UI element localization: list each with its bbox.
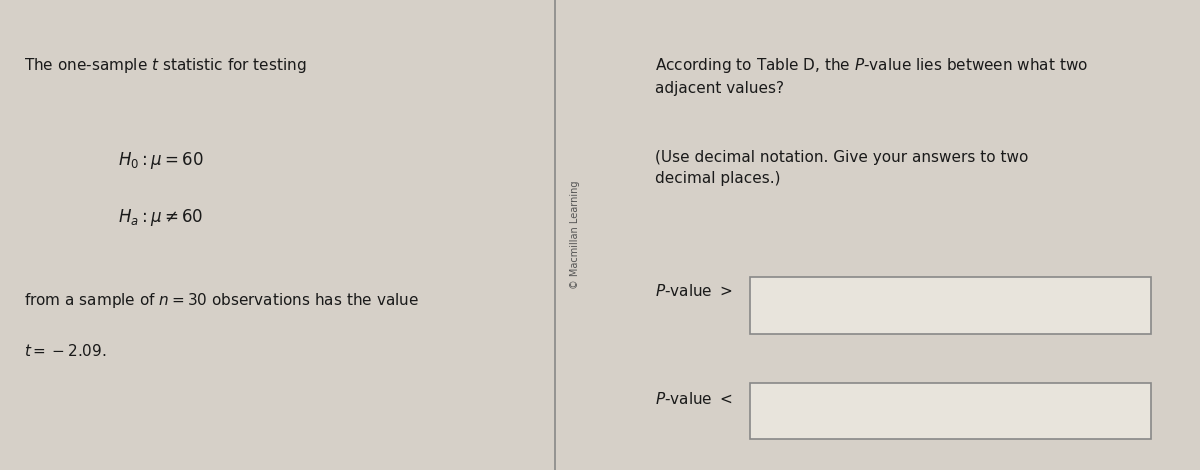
FancyBboxPatch shape: [750, 277, 1151, 334]
Text: (Use decimal notation. Give your answers to two
decimal places.): (Use decimal notation. Give your answers…: [655, 150, 1028, 187]
Text: $t = -2.09.$: $t = -2.09.$: [24, 343, 107, 359]
FancyBboxPatch shape: [750, 383, 1151, 439]
Text: $P$-value $>$: $P$-value $>$: [655, 283, 733, 299]
Text: The one-sample $t$ statistic for testing: The one-sample $t$ statistic for testing: [24, 56, 306, 75]
Text: © Macmillan Learning: © Macmillan Learning: [570, 181, 580, 289]
Text: $H_0: \mu = 60$: $H_0: \mu = 60$: [118, 150, 204, 172]
Text: $P$-value $<$: $P$-value $<$: [655, 392, 733, 407]
Text: According to Table D, the $P$-value lies between what two
adjacent values?: According to Table D, the $P$-value lies…: [655, 56, 1088, 96]
Text: $H_a: \mu \neq 60$: $H_a: \mu \neq 60$: [118, 207, 203, 228]
Text: from a sample of $n = 30$ observations has the value: from a sample of $n = 30$ observations h…: [24, 291, 419, 310]
